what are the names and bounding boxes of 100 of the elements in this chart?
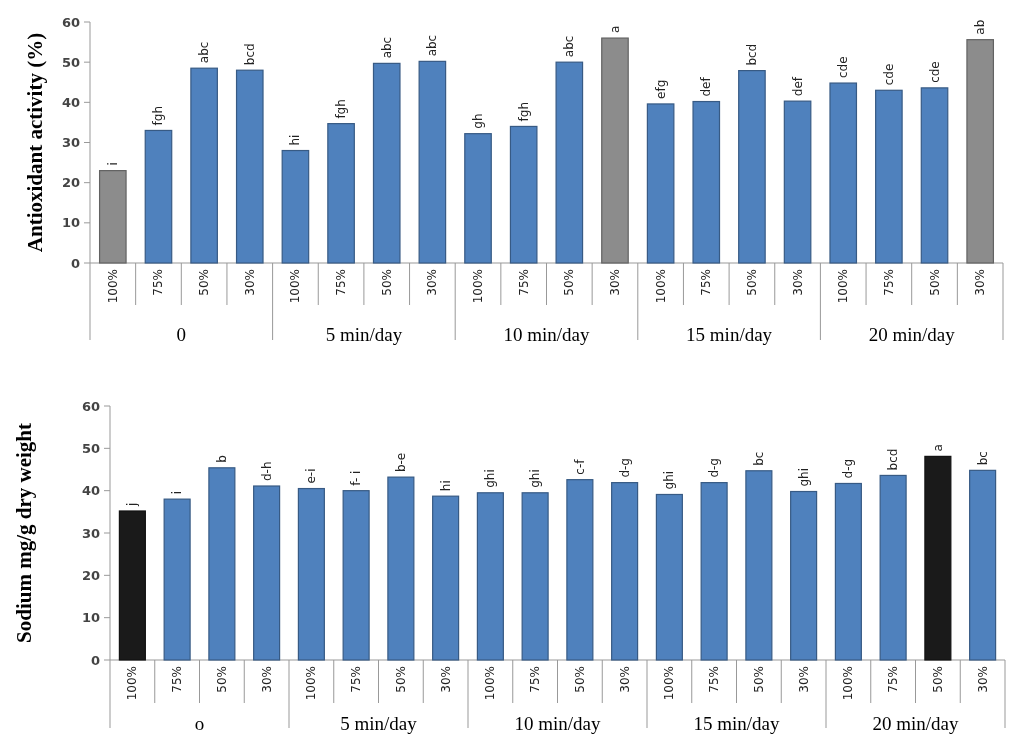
text: 20 min/day (872, 713, 959, 734)
y-tick-label: 20 (61, 175, 80, 191)
bar (190, 67, 218, 264)
x-tick-label: 75% (349, 666, 364, 693)
bar (555, 61, 584, 264)
bar (253, 485, 281, 661)
x-tick-label: 30% (607, 269, 622, 296)
bar (521, 492, 549, 661)
data-label: ghi (528, 469, 543, 488)
y-tick-label: 30 (61, 135, 80, 150)
x-tick-label: 100% (836, 269, 851, 304)
data-label: f- i (349, 470, 364, 486)
data-label: abc (379, 36, 394, 59)
data-label: j (125, 502, 140, 507)
data-label: i (105, 162, 120, 166)
data-label: i (170, 490, 185, 495)
x-tick-label: 50% (572, 666, 587, 693)
data-label: bc (751, 451, 766, 466)
x-tick-label: 100% (841, 666, 856, 701)
data-label: d-g (841, 458, 856, 479)
y-axis-title: Antioxidant activity (%) (23, 32, 47, 253)
data-label: bcd (242, 43, 257, 66)
data-label: fgh (334, 99, 349, 119)
x-tick-label: 30% (975, 666, 990, 693)
data-label: bcd (744, 43, 759, 66)
bar (432, 495, 460, 661)
bar (297, 487, 325, 661)
data-label: def (790, 76, 805, 97)
bar (611, 482, 639, 661)
x-tick-label: 30% (617, 666, 632, 693)
x-tick-label: 30% (796, 666, 811, 693)
y-tick-label: 30 (81, 525, 100, 541)
bar (646, 103, 675, 264)
x-tick-label: 50% (197, 269, 212, 296)
x-tick-label: 50% (393, 666, 408, 693)
data-label: d-h (259, 461, 274, 482)
data-label: abc (425, 34, 440, 57)
data-label: d-g (617, 458, 632, 478)
x-tick-label: 30% (425, 269, 440, 296)
x-tick-label: 50% (930, 666, 945, 693)
data-label: fgh (151, 106, 166, 126)
text: 15 min/day (686, 324, 773, 345)
x-tick-label: 75% (170, 666, 185, 693)
x-tick-label: 50% (927, 269, 942, 296)
x-tick-label: 100% (125, 666, 140, 701)
data-label: def (699, 76, 714, 97)
x-tick-label: 100% (288, 269, 303, 304)
bar (418, 60, 447, 264)
bar (464, 133, 492, 264)
text: 0 (176, 324, 187, 345)
y-tick-label: 0 (70, 255, 80, 271)
x-tick-label: 100% (105, 269, 120, 304)
bar (879, 474, 907, 661)
bar (738, 70, 766, 264)
bar (387, 476, 415, 661)
bar (920, 87, 949, 264)
bar (875, 89, 903, 264)
text: 5 min/day (340, 713, 418, 734)
bar (118, 510, 146, 661)
bar (372, 62, 401, 264)
x-tick-label: 50% (744, 269, 759, 296)
x-tick-label: 75% (699, 269, 714, 296)
bar (327, 123, 355, 264)
data-label: gh (471, 113, 486, 129)
bar (281, 149, 310, 264)
x-tick-label: 75% (528, 666, 543, 693)
y-axis-title: Sodium mg/g dry weight (12, 423, 36, 643)
data-label: ghi (796, 467, 811, 487)
x-tick-label: 100% (471, 269, 486, 304)
bar (969, 469, 997, 661)
text: o (194, 713, 205, 734)
data-label: ghi (483, 469, 498, 488)
text: 15 min/day (693, 713, 780, 734)
x-tick-label: 30% (790, 269, 805, 296)
bar (476, 492, 504, 661)
bar (98, 170, 127, 264)
x-tick-label: 100% (662, 666, 677, 701)
bar (566, 479, 594, 661)
y-tick-label: 0 (90, 652, 100, 668)
x-tick-label: 75% (881, 269, 896, 296)
data-label: ab (973, 19, 988, 35)
data-label: abc (562, 35, 577, 58)
x-tick-label: 75% (516, 269, 531, 296)
x-tick-label: 75% (334, 269, 349, 296)
data-label: cde (836, 56, 851, 79)
bar (700, 482, 728, 661)
data-label: c-f (572, 458, 587, 475)
x-tick-label: 100% (483, 666, 498, 701)
data-label: fgh (516, 101, 531, 122)
bar (601, 37, 629, 264)
bar (208, 467, 236, 661)
y-tick-label: 50 (81, 440, 100, 456)
bar (163, 498, 191, 661)
data-label: hi (288, 134, 303, 146)
bar (509, 125, 538, 264)
x-tick-label: 30% (438, 666, 453, 693)
y-tick-label: 50 (61, 54, 80, 70)
y-tick-label: 10 (81, 610, 100, 626)
x-tick-label: 100% (304, 666, 319, 701)
x-tick-label: 75% (151, 269, 166, 296)
